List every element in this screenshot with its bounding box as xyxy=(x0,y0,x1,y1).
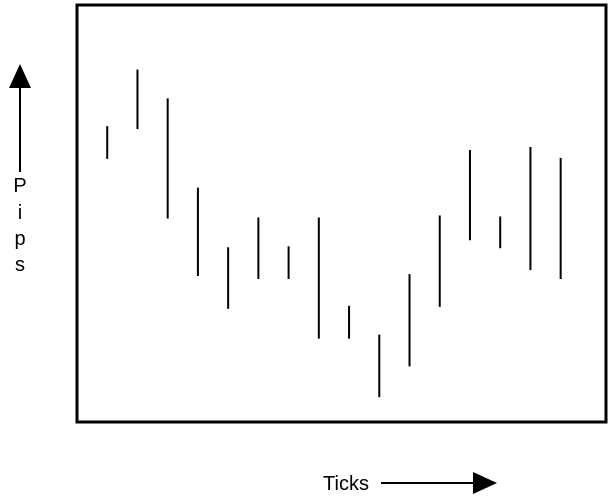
y-axis-label: P i p s xyxy=(13,175,26,276)
y-axis-arrow-icon xyxy=(9,64,31,172)
x-axis-arrow-icon xyxy=(381,472,497,494)
x-axis-label: Ticks xyxy=(323,473,369,495)
y-axis-label-letter: P xyxy=(13,175,26,197)
y-axis-label-letter: p xyxy=(14,228,25,250)
plot-frame xyxy=(75,3,608,424)
y-axis-label-letter: i xyxy=(18,202,22,224)
y-axis-label-letter: s xyxy=(15,254,25,276)
bars-layer xyxy=(106,69,562,398)
